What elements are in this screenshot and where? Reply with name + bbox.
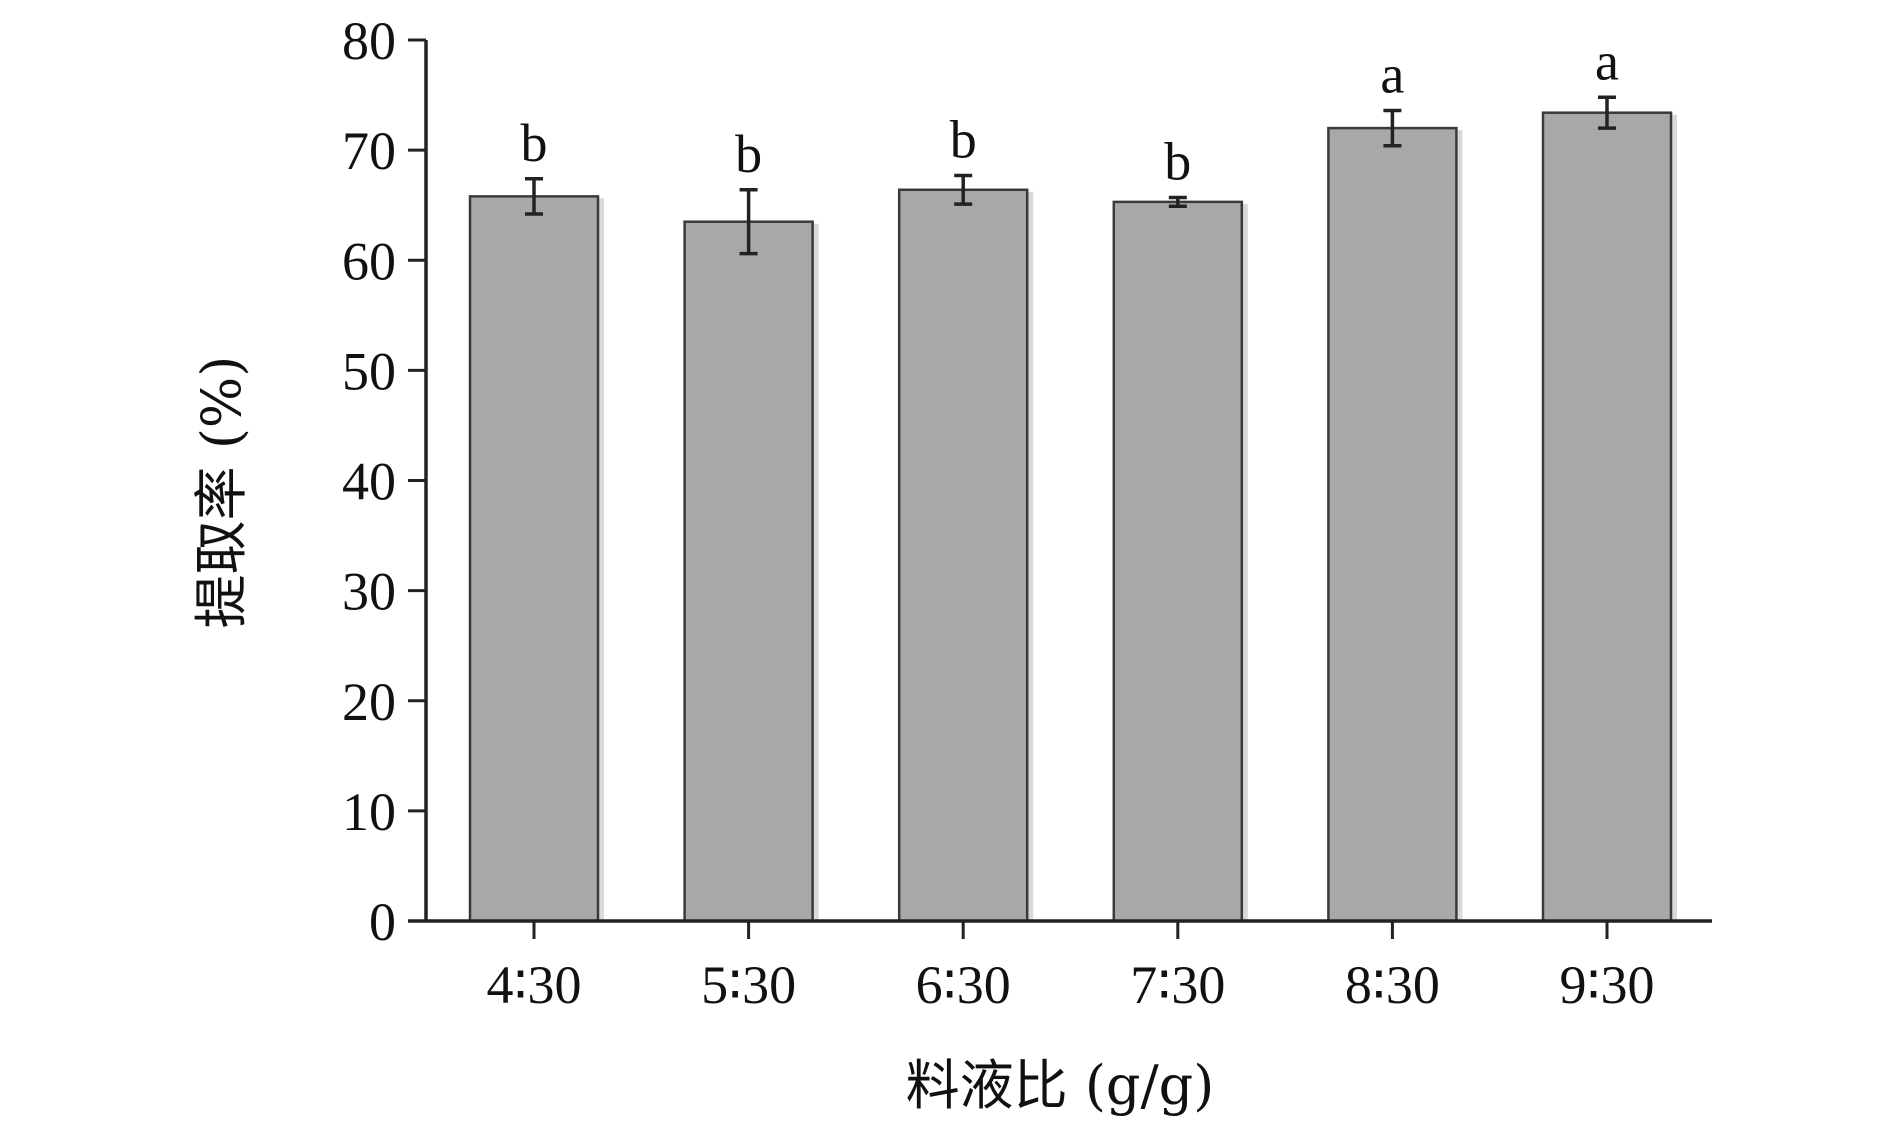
y-tick-label: 70: [342, 121, 396, 181]
significance-labels-layer: b b b b a a: [521, 31, 1620, 191]
bar-shadow: [598, 198, 604, 921]
significance-label: b: [521, 113, 548, 173]
bar: [1327, 126, 1458, 923]
bar-shadow: [1456, 130, 1463, 922]
bar-shadow: [1671, 114, 1677, 922]
bar: [683, 220, 814, 923]
x-tick-label: 7∶30: [1130, 955, 1225, 1015]
y-tick-label: 0: [369, 892, 396, 952]
bar-shadow: [812, 223, 819, 922]
y-tick-label: 40: [342, 452, 396, 512]
bar: [1112, 200, 1244, 923]
bar: [897, 188, 1029, 923]
x-tick-label: 4∶30: [486, 955, 581, 1015]
x-axis-title: 料液比 (g/g): [906, 1054, 1215, 1117]
y-axis-title: 提取率 (%): [190, 356, 253, 629]
x-tick-label: 6∶30: [916, 955, 1011, 1015]
x-tick-label: 9∶30: [1559, 955, 1654, 1015]
y-tick-label: 50: [342, 341, 396, 401]
y-tick-label: 60: [342, 231, 396, 291]
y-tick-label: 80: [342, 11, 396, 71]
x-tick-label: 5∶30: [701, 955, 796, 1015]
y-tick-label: 20: [342, 672, 396, 732]
significance-label: a: [1595, 31, 1619, 91]
error-bars-layer: [525, 95, 1616, 256]
bars-layer: [468, 111, 1677, 923]
y-ticks-layer: 0 10 20 30 40 50 60 70 80: [342, 11, 426, 952]
x-ticks-layer: 4∶30 5∶30 6∶30 7∶30 8∶30 9∶30: [486, 921, 1655, 1015]
significance-label: b: [735, 124, 762, 184]
x-tick-label: 8∶30: [1345, 955, 1440, 1015]
significance-label: a: [1380, 44, 1404, 104]
bar: [1541, 111, 1673, 923]
significance-label: b: [1164, 131, 1191, 191]
y-tick-label: 30: [342, 562, 396, 622]
bar: [468, 195, 600, 923]
y-tick-label: 10: [342, 782, 396, 842]
significance-label: b: [950, 109, 977, 169]
bar-shadow: [1027, 191, 1034, 921]
bar-shadow: [1241, 203, 1248, 922]
